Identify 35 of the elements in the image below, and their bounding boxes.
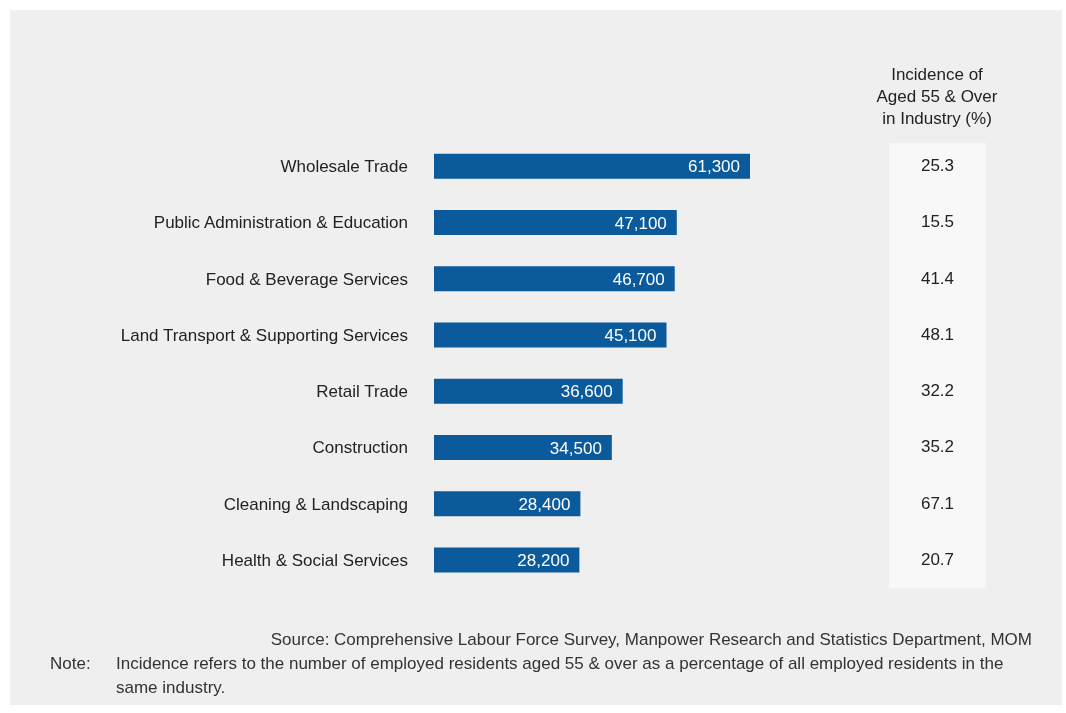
y-tick-label: Land Transport & Supporting Services bbox=[120, 325, 408, 345]
y-tick-label: Wholesale Trade bbox=[280, 157, 408, 177]
text: 35.2 bbox=[919, 436, 956, 459]
data-label: 28,200 bbox=[517, 551, 570, 571]
y-tick-label: Health & Social Services bbox=[221, 550, 408, 570]
bar bbox=[434, 266, 675, 292]
data-label: 36,600 bbox=[560, 382, 613, 402]
text: 32.2 bbox=[919, 380, 956, 402]
text: 41.4 bbox=[919, 267, 956, 290]
bar bbox=[434, 322, 667, 348]
text: 20.7 bbox=[919, 548, 956, 571]
bar bbox=[434, 547, 580, 573]
bar bbox=[434, 491, 581, 517]
y-tick-label: Construction bbox=[312, 438, 408, 458]
y-tick-label: Cleaning & Landscaping bbox=[223, 494, 408, 514]
data-label: 28,400 bbox=[518, 494, 571, 514]
y-tick-label: Food & Beverage Services bbox=[205, 269, 408, 289]
text: 48.1 bbox=[919, 323, 956, 346]
data-label: 47,100 bbox=[614, 213, 667, 233]
text: 25.3 bbox=[919, 155, 956, 177]
y-tick-label: Retail Trade bbox=[316, 382, 408, 402]
data-label: 45,100 bbox=[604, 326, 657, 346]
bar bbox=[434, 378, 623, 404]
y-tick-label: Public Administration & Education bbox=[153, 213, 408, 233]
bar bbox=[434, 210, 677, 235]
source-note: Source: Comprehensive Labour Force Survey, Manpower Research and Statistics Department, MOM bbox=[269, 629, 1033, 651]
text: Incidence of Aged 55 & Over in Industry (%) bbox=[875, 64, 999, 130]
data-label: 61,300 bbox=[688, 157, 740, 177]
text: 15.5 bbox=[919, 211, 956, 234]
bar bbox=[434, 153, 750, 179]
data-label: 34,500 bbox=[549, 438, 602, 458]
data-label: 46,700 bbox=[612, 269, 665, 289]
text: 67.1 bbox=[919, 492, 956, 515]
bar bbox=[434, 435, 612, 460]
text: Note: Incidence refers to the number of employed residents aged 55 & over as a percentage of all employed residents in the same industry. bbox=[50, 654, 1004, 697]
